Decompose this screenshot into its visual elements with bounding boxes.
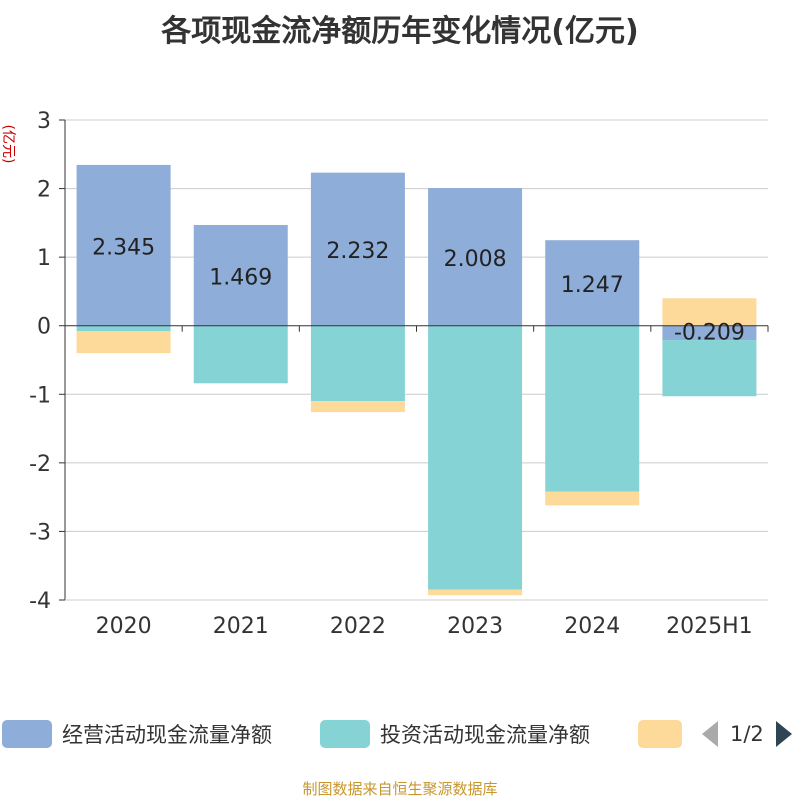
cash-flow-chart: 3 2 1 0 -1 -2 -3 -4 (亿元) 2020 2021 2022 2023 2024 2025… xyxy=(0,109,769,639)
x-tick-label: 2025H1 xyxy=(666,614,753,639)
source-footer: 制图数据来自恒生聚源数据库 xyxy=(302,780,498,798)
triangle-left-icon[interactable] xyxy=(700,719,720,749)
bar-operating[interactable] xyxy=(428,188,523,326)
triangle-right-icon[interactable] xyxy=(774,719,794,749)
chart-title: 各项现金流净额历年变化情况(亿元) xyxy=(161,14,639,49)
bar-operating[interactable] xyxy=(76,164,171,326)
bar-financing[interactable] xyxy=(428,589,523,596)
bar-financing[interactable] xyxy=(76,331,171,354)
y-tick-label: -2 xyxy=(29,452,51,477)
bar-investing[interactable] xyxy=(193,325,288,384)
bar-operating[interactable] xyxy=(193,224,288,326)
y-tick-label: -3 xyxy=(29,520,51,545)
y-tick-label: 2 xyxy=(37,178,51,203)
legend-swatch-financing xyxy=(638,720,682,748)
legend-swatch-operating xyxy=(2,720,52,748)
legend-item-financing[interactable] xyxy=(638,716,692,752)
legend-pager: 1/2 xyxy=(700,716,794,752)
bar-investing[interactable] xyxy=(310,325,405,402)
legend-item-investing[interactable]: 投资活动现金流量净额 xyxy=(320,716,590,752)
legend-swatch-investing xyxy=(320,720,370,748)
y-tick-label: 1 xyxy=(37,246,51,271)
bar-investing[interactable] xyxy=(662,340,757,397)
data-label: 1.469 xyxy=(209,265,272,290)
legend-item-operating[interactable]: 经营活动现金流量净额 xyxy=(2,716,272,752)
legend-label-operating: 经营活动现金流量净额 xyxy=(62,723,272,747)
data-label: 2.008 xyxy=(444,247,507,272)
bar-investing[interactable] xyxy=(428,325,523,590)
bar-operating[interactable] xyxy=(662,325,757,341)
bar-financing[interactable] xyxy=(545,491,640,506)
legend-label-investing: 投资活动现金流量净额 xyxy=(380,723,590,747)
y-tick-label: -1 xyxy=(29,383,51,408)
y-axis-label: (亿元) xyxy=(0,125,16,164)
bar-investing[interactable] xyxy=(76,325,171,332)
y-tick-label: 3 xyxy=(37,109,51,134)
x-tick-label: 2022 xyxy=(330,614,386,639)
data-label: -0.209 xyxy=(674,321,745,346)
bar-operating[interactable] xyxy=(545,240,640,326)
x-tick-label: 2020 xyxy=(96,614,152,639)
legend: 经营活动现金流量净额 投资活动现金流量净额 1/2 xyxy=(0,716,800,756)
bar-investing[interactable] xyxy=(545,325,640,492)
bar-financing[interactable] xyxy=(310,401,405,413)
legend-page-indicator: 1/2 xyxy=(730,722,764,746)
data-label: 2.345 xyxy=(92,235,155,260)
x-tick-label: 2024 xyxy=(564,614,620,639)
data-label: 1.247 xyxy=(561,273,624,298)
x-tick-label: 2021 xyxy=(213,614,269,639)
y-tick-label: 0 xyxy=(37,315,51,340)
bar-financing[interactable] xyxy=(662,298,757,326)
x-tick-label: 2023 xyxy=(447,614,503,639)
y-tick-label: -4 xyxy=(29,589,51,614)
data-label: 2.232 xyxy=(326,239,389,264)
bar-operating[interactable] xyxy=(310,172,405,326)
